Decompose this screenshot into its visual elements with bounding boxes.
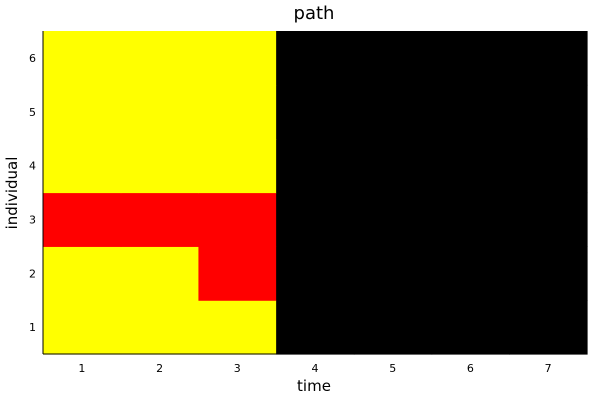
heatmap-cell [198,138,277,194]
heatmap-cell [353,300,433,355]
heatmap-cell [120,246,200,301]
heatmap-cell [198,84,277,140]
heatmap-cell [120,192,200,247]
heatmap-cell [509,84,588,140]
y-tick-label: 1 [29,321,36,334]
heatmap-cell [353,246,433,301]
heatmap-cell [276,192,355,247]
heatmap-cell [509,138,588,194]
heatmap-cell [276,300,355,355]
x-tick-label: 3 [234,362,241,375]
y-tick-label: 4 [29,160,36,173]
heatmap-cell [509,192,588,247]
heatmap-cell [43,84,122,140]
heatmap-cell [353,31,433,86]
heatmap-cells [43,31,588,355]
x-tick-label: 6 [467,362,474,375]
heatmap-cell [120,138,200,194]
x-tick-label: 2 [156,362,163,375]
heatmap-cell [43,246,122,301]
heatmap-cell [120,31,200,86]
heatmap-cell [198,192,277,247]
heatmap-cell [43,138,122,194]
x-tick-label: 7 [545,362,552,375]
heatmap-cell [276,138,355,194]
x-tick-label: 1 [78,362,85,375]
heatmap-cell [43,192,122,247]
y-axis-label: individual [3,157,21,230]
y-tick-label: 5 [29,106,36,119]
heatmap-cell [198,300,277,355]
heatmap-cell [353,138,433,194]
heatmap-cell [198,31,277,86]
heatmap-cell [509,246,588,301]
x-axis-label: time [297,377,331,395]
heatmap-cell [353,192,433,247]
y-tick-label: 6 [29,52,36,65]
y-tick-label: 3 [29,213,36,226]
x-tick-label: 4 [312,362,319,375]
chart-title: path [294,3,335,24]
heatmap-cell [509,300,588,355]
heatmap-cell [509,31,588,86]
x-tick-label: 5 [389,362,396,375]
heatmap-cell [431,138,510,194]
heatmap-cell [431,192,510,247]
y-tick-label: 2 [29,267,36,280]
heatmap-cell [431,300,510,355]
heatmap-cell [198,246,277,301]
heatmap-cell [431,31,510,86]
heatmap-cell [431,84,510,140]
heatmap-cell [43,31,122,86]
heatmap-cell [431,246,510,301]
heatmap-cell [120,84,200,140]
heatmap-cell [276,31,355,86]
axes: 1 2 3 4 5 6 7 1 2 3 4 5 6 [29,31,587,375]
heatmap-cell [276,246,355,301]
heatmap-cell [43,300,122,355]
heatmap-cell [276,84,355,140]
heatmap-cell [120,300,200,355]
heatmap-cell [353,84,433,140]
